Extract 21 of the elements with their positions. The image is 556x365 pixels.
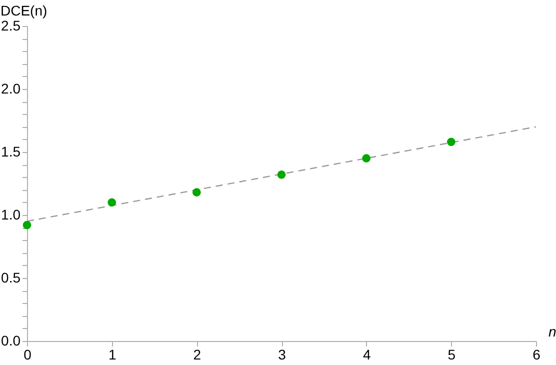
x-tick-label: 2 [193,346,202,362]
point [446,138,456,146]
point [108,198,116,207]
x-tick-label: 0 [24,346,32,362]
x-tick-label: 4 [362,346,371,362]
point [277,170,286,179]
x-tick-label: 3 [278,346,286,362]
x-axis-title: n [548,324,556,340]
x-tick-label: 6 [532,346,541,362]
y-tick-label: 1.0 [1,206,21,222]
x-tick-label: 5 [448,346,456,362]
y-axis-title: DCE(n) [0,2,48,18]
point [192,188,201,196]
x-tick-label: 1 [108,346,116,362]
point [22,220,32,230]
y-tick-label: 0.5 [1,270,21,286]
y-tick-label: 2.5 [1,18,21,34]
y-tick-label: 0.0 [1,332,21,348]
y-tick-label: 1.5 [1,144,21,160]
y-tick-label: 2.0 [1,80,21,96]
point [362,154,371,162]
